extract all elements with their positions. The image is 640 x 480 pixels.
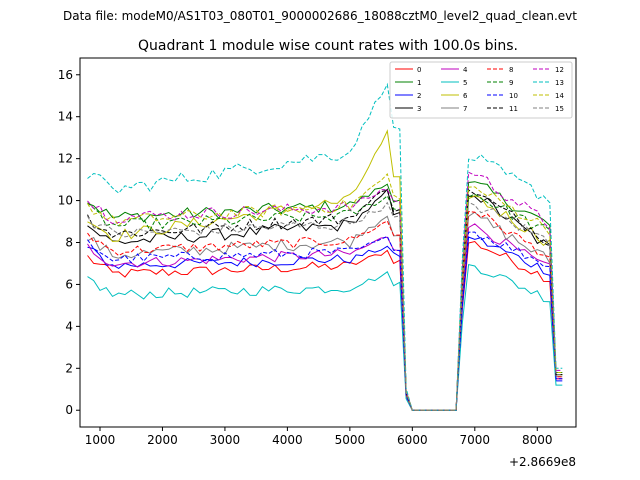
- x-axis: 1000 2000 3000 4000 5000 6000 7000 8000: [85, 427, 553, 447]
- x-tick-label: 3000: [210, 433, 241, 447]
- series-line-6: [87, 129, 563, 411]
- x-tick-label: 1000: [85, 433, 116, 447]
- legend-label-2: 2: [417, 92, 421, 100]
- y-tick-label: 6: [65, 277, 73, 291]
- legend-label-15: 15: [555, 105, 564, 113]
- x-tick-label: 8000: [522, 433, 553, 447]
- legend-label-14: 14: [555, 92, 564, 100]
- legend-label-4: 4: [463, 66, 468, 74]
- legend-label-5: 5: [463, 79, 467, 87]
- series-line-7: [87, 211, 563, 411]
- y-tick-label: 16: [58, 68, 73, 82]
- y-axis: 0 2 4 6 8 10 12 14 16: [58, 68, 80, 417]
- series-line-5: [87, 263, 563, 411]
- legend-label-11: 11: [509, 105, 518, 113]
- series-line-15: [87, 201, 563, 411]
- legend-label-3: 3: [417, 105, 421, 113]
- series-line-1: [87, 181, 563, 411]
- legend-label-1: 1: [417, 79, 421, 87]
- series-line-2: [87, 236, 563, 411]
- series-line-4: [87, 223, 563, 411]
- x-tick-label: 5000: [335, 433, 366, 447]
- series-line-0: [87, 240, 563, 411]
- series-line-13: [87, 82, 563, 411]
- legend-label-6: 6: [463, 92, 468, 100]
- series-line-8: [87, 210, 563, 411]
- x-offset-label: +2.8669e8: [509, 455, 576, 469]
- legend-label-7: 7: [463, 105, 467, 113]
- legend-label-13: 13: [555, 79, 564, 87]
- y-tick-label: 4: [65, 319, 73, 333]
- x-tick-label: 4000: [272, 433, 303, 447]
- y-tick-label: 12: [58, 152, 73, 166]
- x-tick-label: 2000: [147, 433, 178, 447]
- series-line-11: [87, 189, 563, 411]
- series-layer: [87, 82, 563, 411]
- y-tick-label: 8: [65, 236, 73, 250]
- data-file-suptitle: Data file: modeM0/AS1T03_080T01_90000026…: [63, 9, 577, 23]
- y-tick-label: 10: [58, 194, 73, 208]
- legend-label-12: 12: [555, 66, 564, 74]
- y-tick-label: 14: [58, 110, 73, 124]
- series-line-12: [87, 171, 563, 411]
- legend-box: [389, 61, 573, 119]
- legend-label-10: 10: [509, 92, 518, 100]
- legend-label-9: 9: [509, 79, 513, 87]
- series-line-9: [87, 193, 563, 411]
- series-line-14: [87, 173, 563, 411]
- x-tick-label: 6000: [397, 433, 428, 447]
- y-tick-label: 2: [65, 361, 73, 375]
- chart-title: Quadrant 1 module wise count rates with …: [138, 38, 518, 54]
- x-tick-label: 7000: [460, 433, 491, 447]
- legend-label-0: 0: [417, 66, 421, 74]
- y-tick-label: 0: [65, 403, 73, 417]
- series-line-10: [87, 231, 563, 411]
- legend-label-8: 8: [509, 66, 513, 74]
